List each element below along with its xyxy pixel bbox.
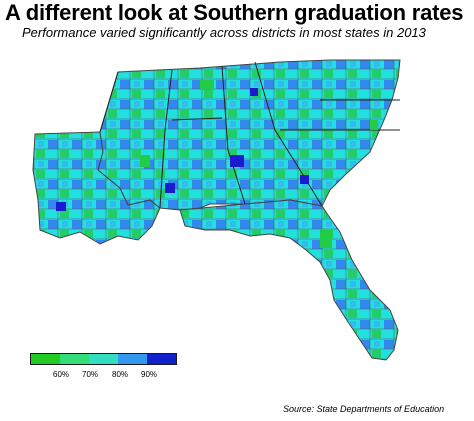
source-note: Source: State Departments of Education (283, 404, 445, 414)
legend-label-70: 70% (82, 370, 99, 379)
page-title: A different look at Southern graduation … (5, 0, 464, 25)
state-borders (99, 61, 400, 209)
district-accents (56, 88, 309, 211)
legend-label-80: 80% (112, 370, 129, 379)
district-greens (140, 80, 378, 248)
legend-swatch-2 (60, 354, 89, 364)
page-subtitle: Performance varied significantly across … (22, 25, 426, 40)
legend-swatch-3 (89, 354, 118, 364)
legend-color-bar (30, 353, 177, 365)
legend-swatch-1 (31, 354, 60, 364)
legend-swatch-5 (147, 354, 176, 364)
deep-south-region (97, 59, 401, 211)
legend-swatch-4 (118, 354, 147, 364)
legend-label-60: 60% (53, 370, 70, 379)
florida-region (179, 199, 399, 361)
legend-labels: 60% 70% 80% 90% (30, 365, 177, 379)
legend-label-90: 90% (141, 370, 158, 379)
legend: 60% 70% 80% 90% (30, 353, 177, 379)
